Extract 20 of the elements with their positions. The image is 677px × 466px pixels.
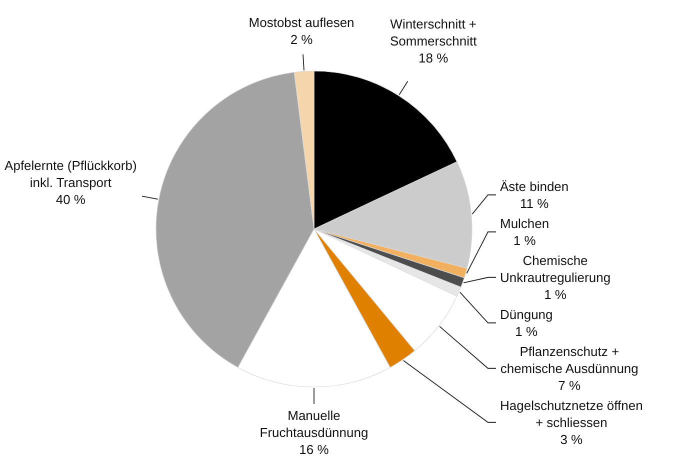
slice-label: Chemische Unkrautregulierung — [500, 252, 611, 285]
data-label: 7 % — [558, 378, 582, 393]
slice-label: Düngung — [500, 306, 553, 322]
data-label: 1 % — [513, 232, 536, 248]
slice-label: Manuelle Fruchtausdünnung — [260, 408, 368, 440]
slice-label: Pflanzenschutz + chemische Ausdünnung — [500, 344, 638, 376]
data-label: 1 % — [515, 324, 538, 339]
slice-label: Mulchen — [500, 216, 550, 231]
data-label: 3 % — [560, 432, 584, 447]
data-label: 2 % — [290, 32, 314, 48]
slice-label: Mostobst auflesen — [248, 15, 354, 30]
data-label: 1 % — [544, 286, 567, 302]
slice-label: Hagelschutznetze öffnen + schliessen — [500, 398, 643, 430]
data-label: 18 % — [418, 50, 449, 66]
slice-label: Apfelernte (Pflückkorb) inkl. Transport — [4, 158, 137, 190]
slice-label: Äste binden — [500, 178, 569, 194]
data-label: 40 % — [56, 192, 86, 208]
data-label: 16 % — [299, 442, 330, 457]
slice-label: Winterschnitt + Sommerschnitt — [390, 16, 478, 48]
data-label: 11 % — [520, 196, 550, 211]
